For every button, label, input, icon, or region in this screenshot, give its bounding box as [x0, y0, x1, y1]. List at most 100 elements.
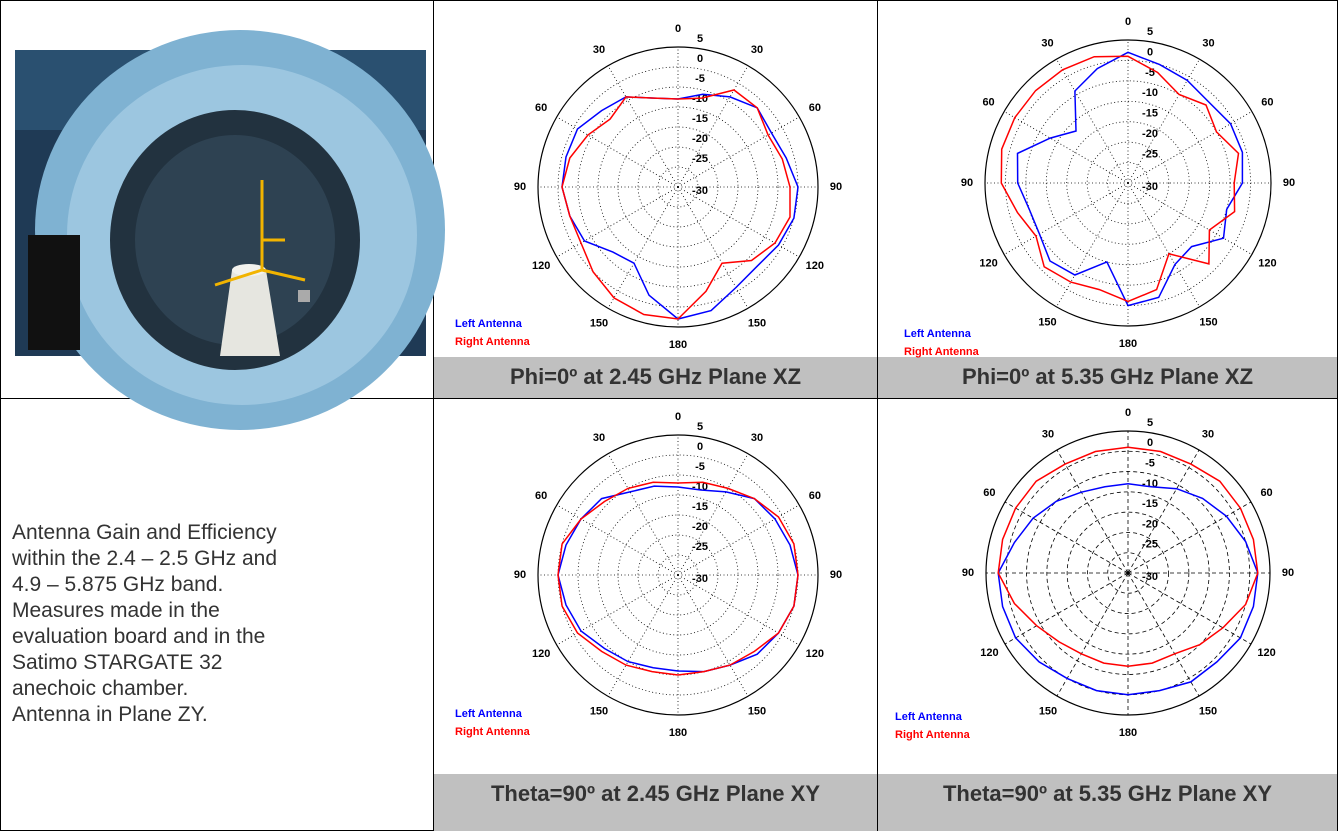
theta-tick-label: 60	[1260, 487, 1272, 499]
legend-entry: Left Antenna	[904, 328, 972, 340]
grid-ring	[637, 534, 719, 616]
r-tick-label: -15	[692, 501, 708, 513]
theta-tick-label: 60	[983, 487, 995, 499]
theta-tick-label: 30	[1202, 428, 1214, 440]
grid-spoke	[677, 186, 749, 309]
description-line: Satimo STARGATE 32	[12, 651, 223, 674]
polar-frame	[537, 434, 819, 716]
theta-tick-label: 60	[809, 490, 821, 502]
theta-tick-label: 60	[982, 96, 994, 108]
description-line: within the 2.4 – 2.5 GHz and	[12, 547, 277, 570]
grid-spoke	[607, 65, 679, 188]
r-tick-label: -20	[692, 521, 708, 533]
legend-entry: Right Antenna	[455, 726, 531, 738]
theta-tick-label: 150	[1038, 316, 1056, 328]
r-tick-label: -5	[695, 73, 705, 85]
grid-spoke	[1003, 182, 1129, 255]
polar-frame	[537, 46, 819, 328]
r-tick-label: -15	[1142, 108, 1158, 120]
r-tick-label: -20	[692, 133, 708, 145]
grid-spoke	[1003, 111, 1129, 184]
theta-tick-label: 30	[593, 44, 605, 56]
r-tick-label: -10	[1142, 478, 1158, 490]
r-tick-label: 0	[697, 53, 703, 65]
theta-tick-label: 0	[1125, 407, 1131, 419]
description-line: anechoic chamber.	[12, 677, 189, 700]
legend-entry: Left Antenna	[455, 708, 523, 720]
r-tick-label: -30	[692, 573, 708, 585]
grid-spoke	[607, 186, 679, 309]
grid-spoke	[1127, 449, 1200, 574]
theta-tick-label: 120	[1258, 257, 1276, 269]
theta-tick-label: 150	[1039, 705, 1057, 717]
theta-tick-label: 120	[806, 260, 824, 272]
grid-ring	[657, 166, 699, 208]
r-tick-label: 0	[1147, 46, 1153, 58]
theta-tick-label: 120	[806, 648, 824, 660]
theta-tick-label: 180	[669, 339, 687, 351]
description-line: evaluation board and in the	[12, 625, 266, 648]
grid-spoke	[677, 186, 800, 258]
r-tick-label: -5	[1145, 67, 1155, 79]
grid-spoke	[677, 574, 800, 646]
caption: Phi=0º at 2.45 GHz Plane XZ	[434, 357, 877, 398]
caption: Theta=90º at 5.35 GHz Plane XY	[878, 774, 1337, 831]
series-line	[561, 89, 791, 320]
grid-spoke	[1056, 572, 1129, 697]
grid-spoke	[556, 116, 679, 188]
theta-tick-label: 30	[1202, 37, 1214, 49]
r-tick-label: -25	[692, 153, 708, 165]
r-tick-label: 5	[1147, 26, 1153, 38]
series-line	[557, 481, 799, 676]
grid-spoke	[1004, 572, 1129, 645]
r-tick-label: -15	[692, 113, 708, 125]
r-tick-label: 0	[697, 441, 703, 453]
theta-tick-label: 120	[532, 260, 550, 272]
grid-ring	[657, 554, 699, 596]
theta-tick-label: 180	[1119, 727, 1137, 739]
theta-tick-label: 90	[830, 181, 842, 193]
grid-spoke	[677, 116, 800, 188]
r-tick-label: -10	[1142, 87, 1158, 99]
grid-spoke	[1056, 58, 1129, 184]
grid-spoke	[1127, 182, 1253, 255]
theta-tick-label: 30	[751, 432, 763, 444]
grid-spoke	[1127, 572, 1200, 697]
r-tick-label: -30	[692, 185, 708, 197]
theta-tick-label: 0	[675, 411, 681, 423]
series-line	[1000, 55, 1240, 303]
theta-tick-label: 0	[675, 23, 681, 35]
grid-ring	[577, 86, 779, 288]
r-tick-label: 5	[697, 33, 703, 45]
grid-spoke	[556, 186, 679, 258]
grid-spoke	[607, 453, 679, 576]
grid-ring	[597, 494, 759, 656]
theta-tick-label: 90	[514, 569, 526, 581]
theta-tick-label: 90	[514, 181, 526, 193]
theta-tick-label: 150	[590, 706, 608, 718]
grid-spoke	[607, 574, 679, 697]
grid-ring	[1107, 552, 1149, 594]
caption: Theta=90º at 2.45 GHz Plane XY	[434, 774, 877, 831]
theta-tick-label: 30	[593, 432, 605, 444]
r-tick-label: -20	[1142, 128, 1158, 140]
r-tick-label: -30	[1142, 181, 1158, 193]
series-line	[1016, 51, 1244, 307]
legend-entry: Right Antenna	[904, 346, 980, 358]
grid-ring	[637, 146, 719, 228]
grid-spoke	[556, 504, 679, 576]
theta-tick-label: 120	[532, 648, 550, 660]
theta-tick-label: 60	[1261, 96, 1273, 108]
r-tick-label: -5	[1145, 457, 1155, 469]
grid-ring	[1066, 511, 1190, 635]
grid-spoke	[1056, 449, 1129, 574]
theta-tick-label: 90	[961, 177, 973, 189]
legend-entry: Left Antenna	[455, 318, 523, 330]
description: Antenna Gain and Efficiency within the 2.…	[12, 520, 277, 728]
theta-tick-label: 90	[1283, 177, 1295, 189]
legend-entry: Right Antenna	[455, 336, 531, 348]
theta-tick-label: 30	[751, 44, 763, 56]
theta-tick-label: 180	[1119, 338, 1137, 350]
